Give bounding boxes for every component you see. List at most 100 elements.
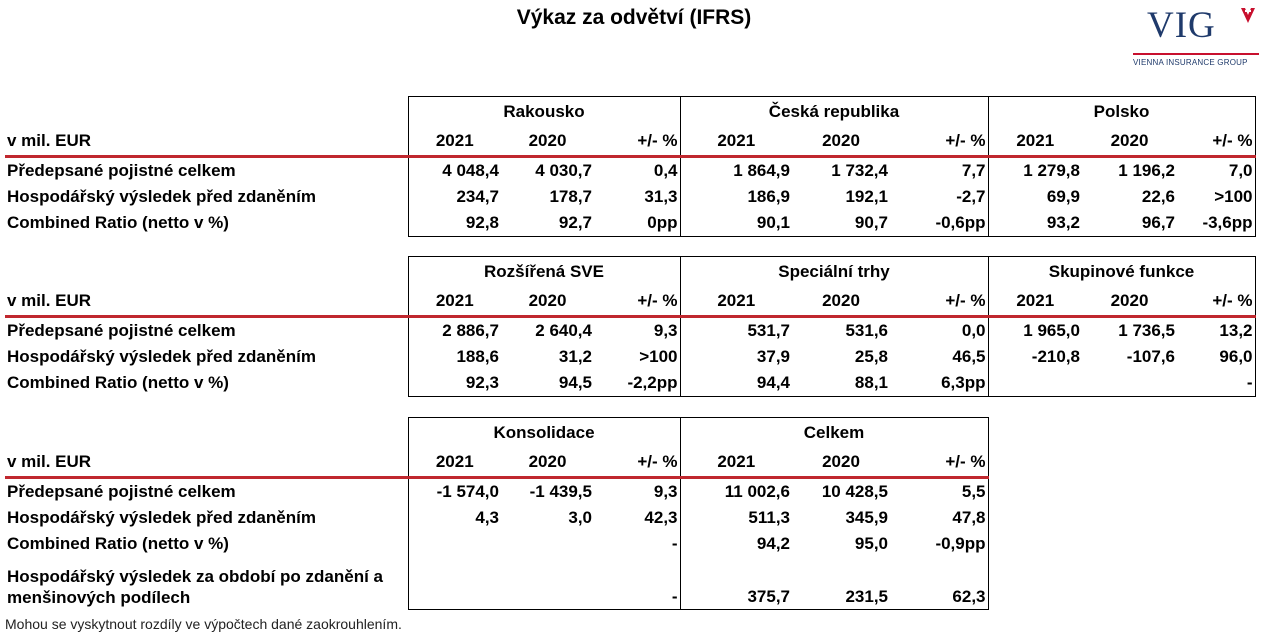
segment-table-3: Konsolidace Celkem v mil. EUR 2021 2020 … xyxy=(5,417,989,610)
group-header: Rakousko xyxy=(407,96,681,127)
group-header: Česká republika xyxy=(680,96,989,127)
change-cell: - xyxy=(1177,370,1256,397)
change-cell: >100 xyxy=(594,344,681,370)
value-cell: 186,9 xyxy=(747,187,790,206)
segment-table-2: Rozšířená SVE Speciální trhy Skupinové f… xyxy=(5,256,1256,397)
logo-text: VIG xyxy=(1147,5,1216,46)
year-header: 2021 xyxy=(717,452,756,471)
value-cell: 69,9 xyxy=(1046,187,1080,206)
unit-label: v mil. EUR xyxy=(7,452,92,471)
change-cell: 0pp xyxy=(594,210,681,237)
value-cell: 511,3 xyxy=(748,508,790,527)
year-header: 2020 xyxy=(528,131,567,150)
unit-label: v mil. EUR xyxy=(7,131,92,150)
year-header: 2021 xyxy=(1016,291,1055,310)
table-row: Hospodářský výsledek za období po zdaněn… xyxy=(5,557,989,610)
value-cell: 10 428,5 xyxy=(792,476,890,505)
value-cell: -210,8 xyxy=(1031,347,1080,366)
change-header: +/- % xyxy=(1177,127,1256,157)
change-header: +/- % xyxy=(890,448,989,478)
value-cell: 3,0 xyxy=(568,508,592,527)
row-label: Combined Ratio (netto v %) xyxy=(7,213,229,233)
change-cell: 47,8 xyxy=(890,505,989,531)
row-label: Combined Ratio (netto v %) xyxy=(7,534,229,553)
group-header: Speciální trhy xyxy=(680,256,989,287)
change-header: +/- % xyxy=(594,127,681,157)
value-cell: 231,5 xyxy=(792,557,890,610)
row-label: Hospodářský výsledek za období po zdaněn… xyxy=(7,566,383,607)
table-row: Předepsané pojistné celkem 4 048,4 4 030… xyxy=(5,155,1256,184)
change-header: +/- % xyxy=(890,287,989,317)
value-cell: 92,8 xyxy=(407,210,501,237)
group-header: Polsko xyxy=(988,96,1256,127)
table-row: Předepsané pojistné celkem -1 574,0 -1 4… xyxy=(5,476,989,505)
vig-emblem-icon xyxy=(1241,8,1255,23)
change-header: +/- % xyxy=(594,287,681,317)
value-cell xyxy=(1082,370,1177,397)
change-cell: 6,3pp xyxy=(890,370,989,397)
change-cell: 62,3 xyxy=(890,557,989,610)
change-cell: 96,0 xyxy=(1177,344,1256,370)
value-cell: 94,5 xyxy=(501,370,594,397)
year-header: 2021 xyxy=(717,291,756,310)
value-cell: 234,7 xyxy=(407,184,501,210)
value-cell xyxy=(407,531,501,557)
table-row: Combined Ratio (netto v %) 92,3 94,5 -2,… xyxy=(5,370,1256,397)
change-cell: 42,3 xyxy=(594,505,681,531)
year-header: 2020 xyxy=(1110,131,1149,150)
row-label: Předepsané pojistné celkem xyxy=(5,315,408,344)
year-header: 2020 xyxy=(528,452,567,471)
value-cell: 90,7 xyxy=(792,210,890,237)
change-cell: 31,3 xyxy=(594,184,681,210)
change-cell: -3,6pp xyxy=(1177,210,1256,237)
change-header: +/- % xyxy=(890,127,989,157)
year-header: 2021 xyxy=(717,131,756,150)
row-label: Hospodářský výsledek před zdaněním xyxy=(7,508,316,527)
value-cell: 4 030,7 xyxy=(501,155,594,184)
change-header: +/- % xyxy=(1177,287,1256,317)
value-cell: 95,0 xyxy=(854,534,888,553)
year-header: 2020 xyxy=(822,291,860,310)
change-cell: 9,3 xyxy=(594,315,681,344)
change-cell: 46,5 xyxy=(890,344,989,370)
value-cell: 90,1 xyxy=(680,210,792,237)
value-cell: 94,2 xyxy=(756,534,790,553)
value-cell xyxy=(407,557,501,610)
change-header: +/- % xyxy=(594,448,681,478)
table-row: Combined Ratio (netto v %) - 94,2 95,0 -… xyxy=(5,531,989,557)
value-cell: 192,1 xyxy=(845,187,888,206)
logo-subtitle: VIENNA INSURANCE GROUP xyxy=(1133,58,1248,67)
change-cell: 13,2 xyxy=(1177,315,1256,344)
value-cell: 1 736,5 xyxy=(1082,315,1177,344)
value-cell: 375,7 xyxy=(680,557,792,610)
year-header: 2021 xyxy=(407,287,501,317)
change-cell: 0,4 xyxy=(594,155,681,184)
value-cell: -1 439,5 xyxy=(501,476,594,505)
value-cell: 345,9 xyxy=(845,508,888,527)
value-cell: 1 864,9 xyxy=(680,155,792,184)
year-header: 2021 xyxy=(1016,131,1055,150)
value-cell: 4,3 xyxy=(407,505,501,531)
value-cell: 92,7 xyxy=(501,210,594,237)
row-label: Hospodářský výsledek před zdaněním xyxy=(7,187,316,206)
row-label: Předepsané pojistné celkem xyxy=(5,155,408,184)
value-cell: 96,7 xyxy=(1082,210,1177,237)
footnote: Mohou se vyskytnout rozdíly ve výpočtech… xyxy=(5,616,402,632)
change-cell: 0,0 xyxy=(890,315,989,344)
value-cell: 37,9 xyxy=(756,347,790,366)
table-row: Hospodářský výsledek před zdaněním 4,3 3… xyxy=(5,505,989,531)
change-cell: 9,3 xyxy=(594,476,681,505)
logo-divider xyxy=(1133,53,1259,55)
change-cell: -0,9pp xyxy=(890,531,989,557)
value-cell: -1 574,0 xyxy=(407,476,501,505)
change-cell: >100 xyxy=(1177,184,1256,210)
row-label: Combined Ratio (netto v %) xyxy=(7,373,229,393)
change-cell: 7,7 xyxy=(890,155,989,184)
group-header: Konsolidace xyxy=(407,417,681,448)
row-label: Předepsané pojistné celkem xyxy=(5,476,408,505)
value-cell xyxy=(988,370,1082,397)
value-cell: 4 048,4 xyxy=(407,155,501,184)
value-cell: 531,6 xyxy=(792,315,890,344)
year-header: 2021 xyxy=(407,127,501,157)
table-row: Předepsané pojistné celkem 2 886,7 2 640… xyxy=(5,315,1256,344)
